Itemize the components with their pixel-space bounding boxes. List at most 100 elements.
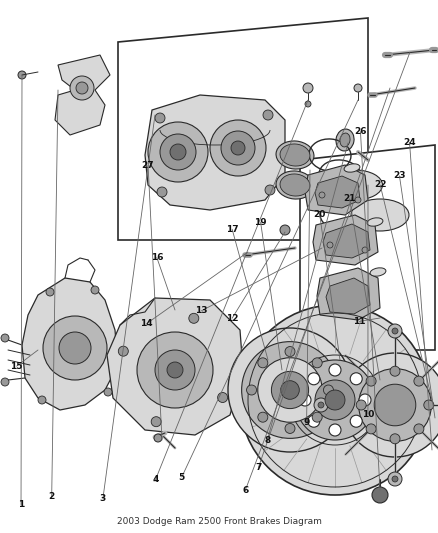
Circle shape — [265, 185, 275, 195]
Text: 16: 16 — [151, 253, 163, 262]
Circle shape — [392, 328, 398, 334]
Circle shape — [303, 83, 313, 93]
Circle shape — [221, 131, 255, 165]
Text: 14: 14 — [141, 319, 153, 328]
Circle shape — [329, 424, 341, 436]
Text: 23: 23 — [393, 172, 406, 180]
Circle shape — [327, 242, 333, 248]
Circle shape — [247, 385, 257, 395]
Polygon shape — [313, 215, 378, 265]
Circle shape — [359, 369, 431, 441]
Circle shape — [76, 82, 88, 94]
Circle shape — [189, 313, 199, 324]
Circle shape — [280, 225, 290, 235]
Circle shape — [170, 144, 186, 160]
Circle shape — [258, 358, 268, 368]
Circle shape — [38, 396, 46, 404]
Polygon shape — [317, 268, 380, 320]
Ellipse shape — [367, 218, 383, 226]
Circle shape — [218, 392, 228, 402]
Circle shape — [325, 390, 345, 410]
Circle shape — [356, 400, 366, 410]
Circle shape — [18, 71, 26, 79]
Text: 2003 Dodge Ram 2500 Front Brakes Diagram: 2003 Dodge Ram 2500 Front Brakes Diagram — [117, 518, 321, 527]
Ellipse shape — [280, 174, 310, 196]
Text: 21: 21 — [343, 195, 356, 203]
Text: 24: 24 — [403, 138, 416, 147]
Text: 1: 1 — [18, 500, 24, 509]
Circle shape — [390, 366, 400, 376]
Circle shape — [372, 487, 388, 503]
Circle shape — [359, 394, 371, 406]
Circle shape — [1, 378, 9, 386]
Circle shape — [167, 362, 183, 378]
Circle shape — [414, 424, 424, 434]
Circle shape — [272, 372, 309, 409]
Circle shape — [70, 76, 94, 100]
Circle shape — [154, 434, 162, 442]
Text: 17: 17 — [226, 225, 238, 233]
Circle shape — [388, 324, 402, 338]
Circle shape — [118, 346, 128, 356]
Text: 5: 5 — [179, 473, 185, 481]
Circle shape — [263, 110, 273, 120]
Circle shape — [312, 412, 322, 422]
Circle shape — [43, 316, 107, 380]
Circle shape — [210, 120, 266, 176]
Text: 11: 11 — [353, 317, 365, 326]
Circle shape — [285, 346, 295, 357]
Circle shape — [314, 398, 328, 412]
Circle shape — [312, 358, 322, 368]
Ellipse shape — [336, 129, 354, 151]
Polygon shape — [323, 224, 370, 258]
Circle shape — [362, 247, 368, 253]
Circle shape — [104, 388, 112, 396]
Text: 3: 3 — [100, 494, 106, 503]
Polygon shape — [305, 165, 368, 215]
Circle shape — [366, 424, 376, 434]
Text: 10: 10 — [362, 410, 374, 418]
Circle shape — [240, 305, 430, 495]
Circle shape — [285, 423, 295, 433]
Circle shape — [390, 434, 400, 444]
Circle shape — [155, 113, 165, 123]
Circle shape — [155, 350, 195, 390]
Text: 15: 15 — [11, 362, 23, 370]
Text: 4: 4 — [152, 475, 159, 484]
Circle shape — [317, 237, 327, 247]
Circle shape — [308, 415, 320, 427]
Ellipse shape — [276, 171, 314, 199]
Circle shape — [1, 334, 9, 342]
Circle shape — [350, 415, 362, 427]
Circle shape — [258, 358, 322, 422]
Circle shape — [329, 364, 341, 376]
Circle shape — [354, 84, 362, 92]
Circle shape — [319, 192, 325, 198]
Circle shape — [295, 360, 375, 440]
Text: 19: 19 — [254, 218, 267, 227]
Polygon shape — [107, 298, 243, 435]
Text: 20: 20 — [314, 211, 326, 219]
Circle shape — [242, 342, 339, 438]
Circle shape — [91, 286, 99, 294]
Circle shape — [46, 288, 54, 296]
Circle shape — [228, 328, 352, 452]
Circle shape — [258, 412, 268, 422]
Circle shape — [388, 472, 402, 486]
Ellipse shape — [280, 144, 310, 166]
Polygon shape — [55, 55, 110, 135]
Polygon shape — [22, 278, 118, 410]
Text: 13: 13 — [195, 306, 208, 315]
Ellipse shape — [351, 199, 409, 231]
Circle shape — [424, 400, 434, 410]
Circle shape — [308, 373, 320, 385]
Polygon shape — [315, 176, 360, 208]
Text: 6: 6 — [242, 486, 248, 495]
Ellipse shape — [276, 141, 314, 169]
Circle shape — [231, 141, 245, 155]
Text: 22: 22 — [374, 181, 386, 189]
Circle shape — [305, 101, 311, 107]
Circle shape — [137, 332, 213, 408]
Text: 7: 7 — [255, 463, 261, 472]
Circle shape — [281, 381, 299, 399]
